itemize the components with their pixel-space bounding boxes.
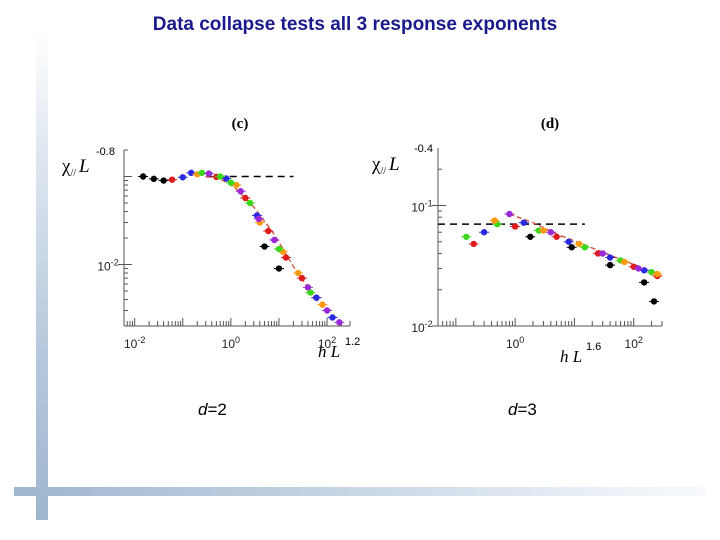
- panel-d-ticks: 100 102 10-1 10-2: [411, 168, 663, 351]
- x-tick-label: 10-2: [124, 335, 145, 351]
- data-point: [304, 284, 312, 291]
- data-point: [227, 179, 235, 186]
- y-tick-label: 10-1: [411, 198, 432, 214]
- data-point: [568, 244, 575, 251]
- data-point: [246, 199, 254, 207]
- data-point: [506, 210, 513, 218]
- panel-c-data-points: [138, 169, 345, 326]
- x-tick-label: 102: [625, 335, 643, 351]
- data-point: [298, 274, 306, 282]
- data-point: [463, 233, 470, 240]
- data-point: [233, 181, 240, 189]
- fit-curve: [509, 213, 661, 275]
- panel-c-label: (c): [232, 116, 249, 132]
- data-point: [650, 298, 658, 305]
- data-point: [565, 238, 572, 245]
- data-point: [216, 173, 224, 180]
- data-point: [575, 240, 583, 248]
- caption-dimension-3: d=3: [508, 400, 537, 419]
- panel-d-data-points: [461, 210, 663, 305]
- caption-dimension-2: d=2: [198, 400, 227, 419]
- data-point: [282, 254, 290, 261]
- data-point: [336, 319, 343, 326]
- data-point: [188, 169, 195, 177]
- data-point: [198, 169, 206, 177]
- data-point: [606, 261, 614, 269]
- data-point: [581, 244, 589, 251]
- panel-c-ticks: 10-2 100 102 10-2: [97, 149, 351, 351]
- y-tick-label: 10-2: [97, 257, 118, 273]
- panel-d-x-label: h L: [560, 347, 582, 366]
- data-point: [547, 229, 555, 236]
- data-point: [313, 294, 320, 301]
- panel-c-y-label-exp: -0.8: [96, 146, 115, 158]
- panel-c-x-label: h L: [318, 342, 340, 361]
- x-tick-label: 100: [222, 335, 240, 351]
- data-point: [265, 227, 272, 235]
- data-point: [237, 188, 244, 195]
- data-point: [323, 307, 331, 314]
- data-point: [640, 279, 648, 286]
- data-point: [553, 233, 560, 240]
- data-point: [307, 289, 314, 296]
- decorative-horizontal-bar: [14, 487, 706, 496]
- data-point: [275, 265, 283, 272]
- data-point: [470, 240, 477, 248]
- data-point: [294, 269, 302, 277]
- data-point: [621, 258, 628, 266]
- data-point: [480, 229, 488, 236]
- x-tick-label: 102: [318, 335, 336, 351]
- panel-d-y-label: χ//L: [371, 154, 400, 177]
- data-point: [527, 233, 534, 240]
- data-point: [255, 215, 262, 223]
- panel-d-x-label-exp: 1.6: [586, 341, 601, 353]
- slide-title: Data collapse tests all 3 response expon…: [152, 14, 558, 35]
- x-tick-label: 100: [506, 335, 524, 351]
- data-point: [329, 314, 336, 321]
- data-point: [139, 173, 147, 180]
- panel-d-label: (d): [541, 116, 559, 132]
- data-point: [635, 265, 642, 272]
- panel-c: (c) χ//L -0.8 h L 1.2 10-2 100 102 10-2: [61, 116, 360, 361]
- panel-c-x-label-exp: 1.2: [345, 336, 360, 348]
- data-point: [606, 254, 614, 261]
- data-point: [160, 177, 167, 184]
- data-point: [491, 217, 498, 224]
- decorative-vertical-bar: [36, 30, 48, 520]
- panel-d-y-label-exp: -0.4: [414, 143, 433, 155]
- data-point: [654, 270, 661, 278]
- y-tick-label: 10-2: [411, 319, 432, 335]
- data-point: [520, 219, 527, 226]
- data-point: [205, 170, 213, 177]
- data-point: [511, 223, 519, 230]
- data-point: [275, 245, 283, 253]
- data-point: [242, 194, 249, 202]
- data-point: [540, 227, 547, 234]
- panel-d: (d) χ//L -0.4 h L 1.6 100 102 10-1 10-2: [371, 116, 663, 366]
- panel-d-fit-curve: [509, 213, 661, 275]
- data-point: [179, 174, 186, 181]
- data-point: [271, 236, 278, 244]
- data-point: [168, 176, 176, 183]
- fit-curve: [205, 175, 340, 323]
- panel-c-y-label: χ//L: [61, 156, 90, 179]
- data-point: [261, 243, 268, 250]
- panel-c-fit-curve: [205, 175, 340, 323]
- data-point: [599, 250, 606, 257]
- data-point: [150, 175, 158, 183]
- data-point: [319, 301, 326, 308]
